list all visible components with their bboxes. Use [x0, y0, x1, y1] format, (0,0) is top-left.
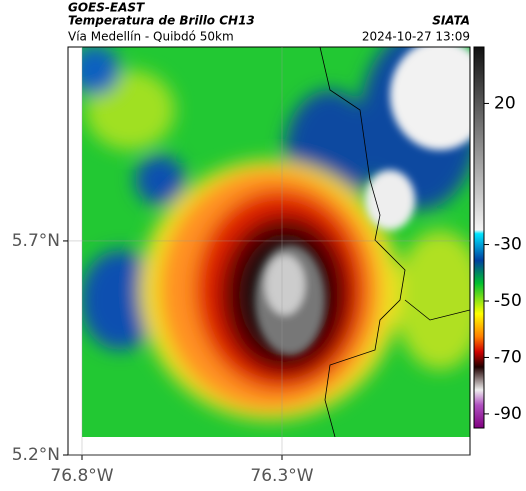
- colorbar-tick-label: -50: [494, 291, 522, 311]
- product: Temperatura de Brillo CH13: [68, 14, 255, 28]
- y-tick-label: 5.7°N: [12, 231, 60, 251]
- colorbar-tick-label: -70: [494, 347, 522, 367]
- colorbar-tick-label: -30: [494, 235, 522, 255]
- colorbar-tick-label: 20: [494, 93, 516, 113]
- x-tick-label: 76.8°W: [50, 466, 113, 486]
- source: SIATA: [432, 14, 470, 28]
- imagery: [82, 47, 470, 437]
- x-tick-label: 76.3°W: [250, 466, 313, 486]
- colorbar: [473, 46, 485, 429]
- datetime: 2024-10-27 13:09: [362, 30, 470, 44]
- region: Vía Medellín - Quibdó 50km: [68, 30, 234, 44]
- y-tick-label: 5.2°N: [12, 445, 60, 465]
- colorbar-tick-label: -90: [494, 404, 522, 424]
- satellite: GOES-EAST: [68, 1, 145, 15]
